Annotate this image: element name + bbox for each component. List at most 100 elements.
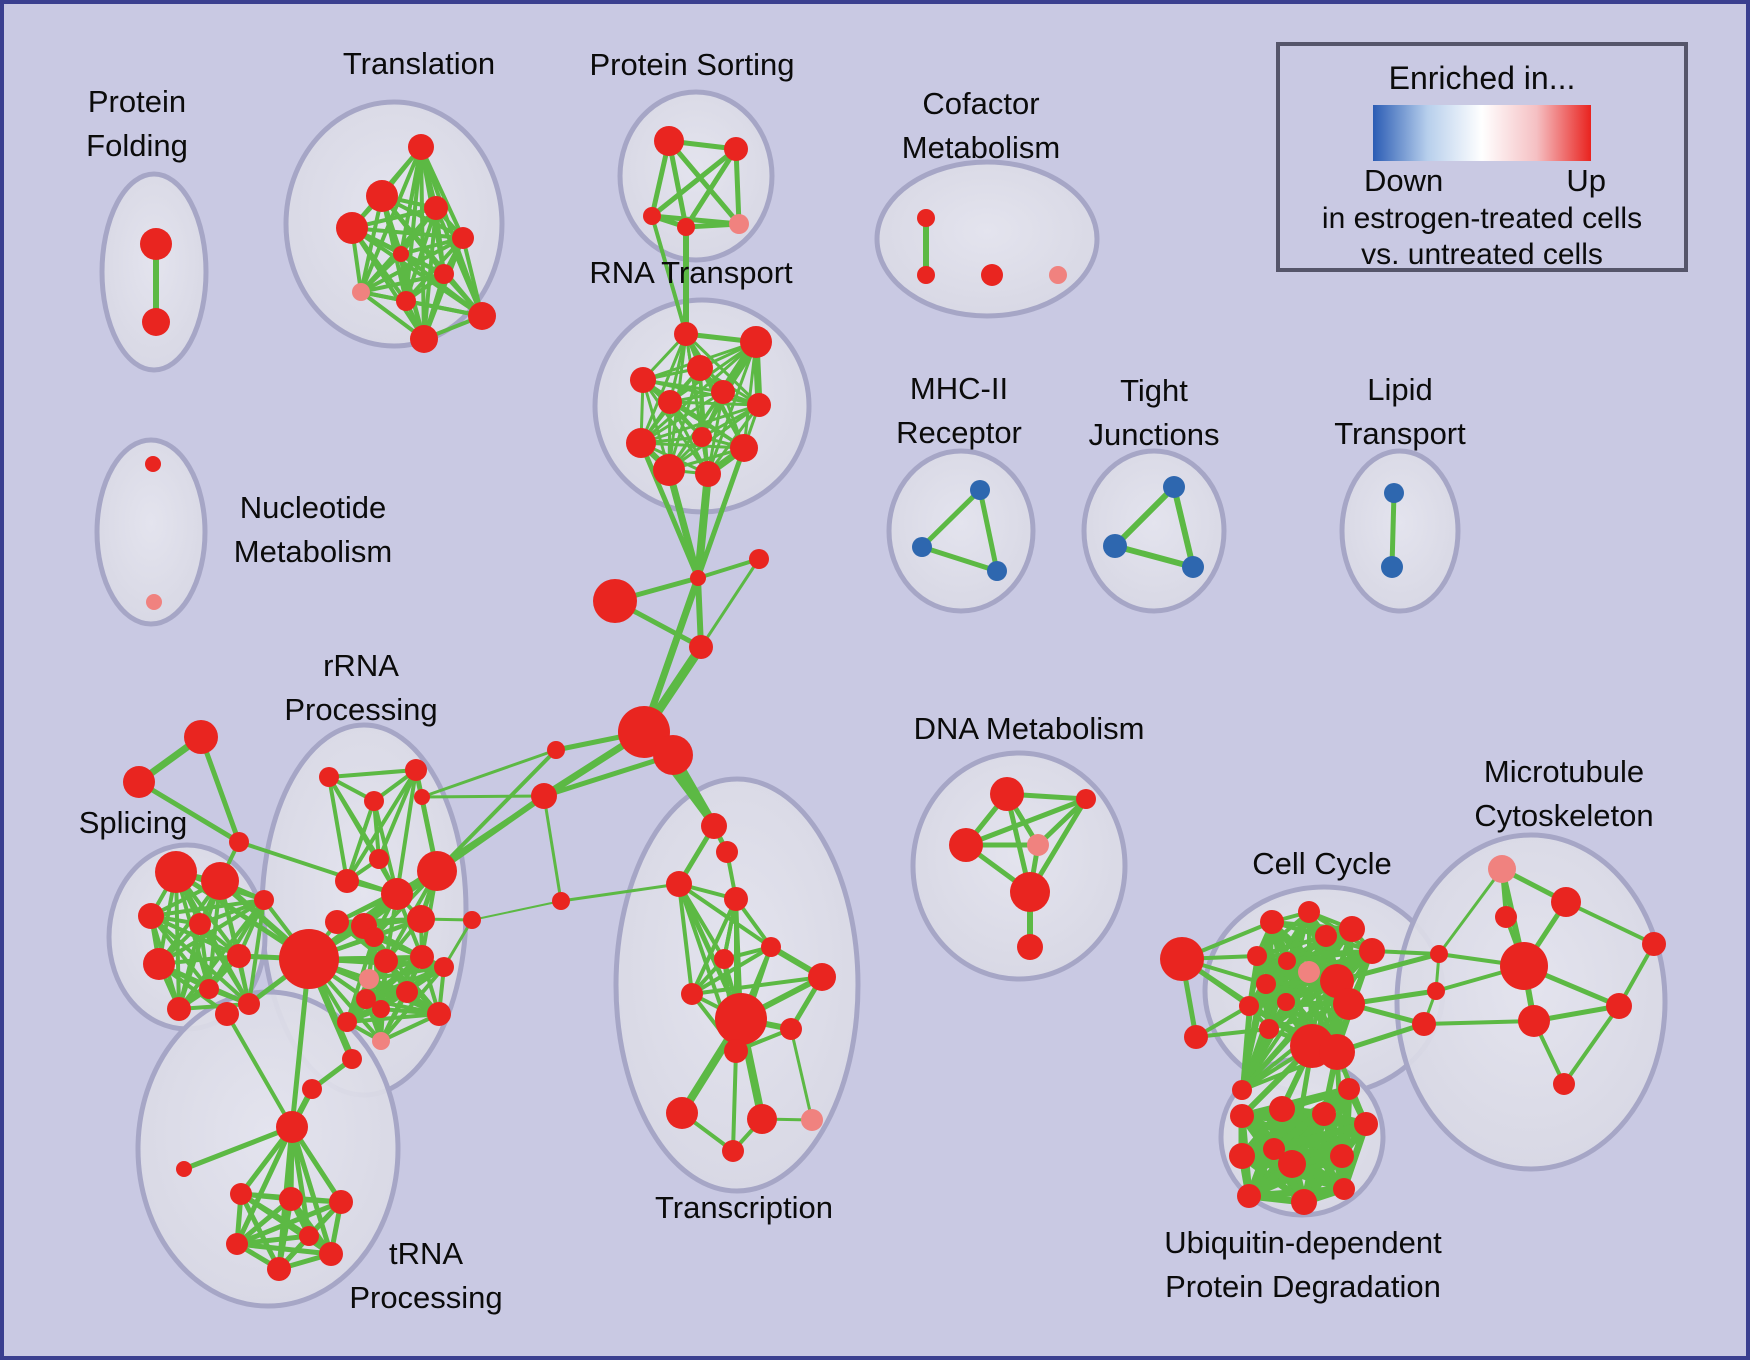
gene-set-node[interactable] — [987, 561, 1007, 581]
gene-set-node[interactable] — [1263, 1138, 1285, 1160]
gene-set-node[interactable] — [658, 390, 682, 414]
gene-set-node[interactable] — [276, 1111, 308, 1143]
gene-set-node[interactable] — [690, 570, 706, 586]
gene-set-node[interactable] — [711, 380, 735, 404]
gene-set-node[interactable] — [1333, 988, 1365, 1020]
gene-set-node[interactable] — [681, 983, 703, 1005]
gene-set-node[interactable] — [1319, 1034, 1355, 1070]
gene-set-node[interactable] — [1384, 483, 1404, 503]
gene-set-node[interactable] — [372, 1000, 390, 1018]
gene-set-node[interactable] — [724, 887, 748, 911]
gene-set-node[interactable] — [531, 783, 557, 809]
gene-set-node[interactable] — [780, 1018, 802, 1040]
gene-set-node[interactable] — [468, 302, 496, 330]
gene-set-node[interactable] — [808, 963, 836, 991]
gene-set-node[interactable] — [1256, 974, 1276, 994]
gene-set-node[interactable] — [427, 1002, 451, 1026]
gene-set-node[interactable] — [547, 741, 565, 759]
gene-set-node[interactable] — [949, 828, 983, 862]
gene-set-node[interactable] — [215, 1002, 239, 1026]
gene-set-node[interactable] — [1103, 534, 1127, 558]
gene-set-node[interactable] — [747, 393, 771, 417]
gene-set-node[interactable] — [970, 480, 990, 500]
gene-set-node[interactable] — [342, 1049, 362, 1069]
gene-set-node[interactable] — [140, 228, 172, 260]
gene-set-node[interactable] — [630, 367, 656, 393]
gene-set-node[interactable] — [653, 735, 693, 775]
gene-set-node[interactable] — [414, 789, 430, 805]
gene-set-node[interactable] — [695, 461, 721, 487]
gene-set-node[interactable] — [319, 1242, 343, 1266]
gene-set-node[interactable] — [1076, 789, 1096, 809]
gene-set-node[interactable] — [1027, 834, 1049, 856]
gene-set-node[interactable] — [749, 549, 769, 569]
gene-set-node[interactable] — [1495, 906, 1517, 928]
gene-set-node[interactable] — [1278, 952, 1296, 970]
gene-set-node[interactable] — [1412, 1012, 1436, 1036]
gene-set-node[interactable] — [299, 1226, 319, 1246]
gene-set-node[interactable] — [761, 937, 781, 957]
gene-set-node[interactable] — [366, 180, 398, 212]
gene-set-node[interactable] — [1427, 982, 1445, 1000]
gene-set-node[interactable] — [981, 264, 1003, 286]
gene-set-node[interactable] — [1232, 1080, 1252, 1100]
gene-set-node[interactable] — [279, 1187, 303, 1211]
gene-set-node[interactable] — [319, 767, 339, 787]
gene-set-node[interactable] — [254, 890, 274, 910]
gene-set-node[interactable] — [687, 355, 713, 381]
gene-set-node[interactable] — [1239, 996, 1259, 1016]
gene-set-node[interactable] — [145, 456, 161, 472]
gene-set-node[interactable] — [1237, 1184, 1261, 1208]
gene-set-node[interactable] — [1606, 993, 1632, 1019]
gene-set-node[interactable] — [1247, 946, 1267, 966]
gene-set-node[interactable] — [142, 308, 170, 336]
gene-set-node[interactable] — [267, 1257, 291, 1281]
gene-set-node[interactable] — [1010, 872, 1050, 912]
gene-set-node[interactable] — [364, 791, 384, 811]
gene-set-node[interactable] — [917, 209, 935, 227]
gene-set-node[interactable] — [1160, 937, 1204, 981]
gene-set-node[interactable] — [677, 218, 695, 236]
gene-set-node[interactable] — [463, 911, 481, 929]
gene-set-node[interactable] — [729, 214, 749, 234]
gene-set-node[interactable] — [1278, 1150, 1306, 1178]
gene-set-node[interactable] — [372, 1032, 390, 1050]
gene-set-node[interactable] — [396, 291, 416, 311]
gene-set-node[interactable] — [199, 979, 219, 999]
gene-set-node[interactable] — [167, 997, 191, 1021]
gene-set-node[interactable] — [337, 1012, 357, 1032]
gene-set-node[interactable] — [1182, 556, 1204, 578]
gene-set-node[interactable] — [143, 948, 175, 980]
gene-set-node[interactable] — [1229, 1143, 1255, 1169]
gene-set-node[interactable] — [654, 126, 684, 156]
gene-set-node[interactable] — [724, 1039, 748, 1063]
gene-set-node[interactable] — [189, 913, 211, 935]
gene-set-node[interactable] — [329, 1190, 353, 1214]
gene-set-node[interactable] — [1359, 938, 1385, 964]
gene-set-node[interactable] — [722, 1140, 744, 1162]
gene-set-node[interactable] — [1298, 961, 1320, 983]
gene-set-node[interactable] — [689, 635, 713, 659]
gene-set-node[interactable] — [912, 537, 932, 557]
gene-set-node[interactable] — [226, 1233, 248, 1255]
gene-set-node[interactable] — [552, 892, 570, 910]
gene-set-node[interactable] — [1230, 1104, 1254, 1128]
gene-set-node[interactable] — [714, 949, 734, 969]
gene-set-node[interactable] — [1017, 934, 1043, 960]
gene-set-node[interactable] — [434, 264, 454, 284]
gene-set-node[interactable] — [626, 428, 656, 458]
gene-set-node[interactable] — [1259, 1019, 1279, 1039]
gene-set-node[interactable] — [1315, 925, 1337, 947]
gene-set-node[interactable] — [359, 969, 379, 989]
gene-set-node[interactable] — [279, 929, 339, 989]
gene-set-node[interactable] — [374, 949, 398, 973]
gene-set-node[interactable] — [138, 903, 164, 929]
gene-set-node[interactable] — [1500, 942, 1548, 990]
gene-set-node[interactable] — [1338, 1078, 1360, 1100]
gene-set-node[interactable] — [176, 1161, 192, 1177]
gene-set-node[interactable] — [405, 759, 427, 781]
gene-set-node[interactable] — [593, 579, 637, 623]
gene-set-node[interactable] — [990, 777, 1024, 811]
gene-set-node[interactable] — [1330, 1144, 1354, 1168]
gene-set-node[interactable] — [381, 878, 413, 910]
